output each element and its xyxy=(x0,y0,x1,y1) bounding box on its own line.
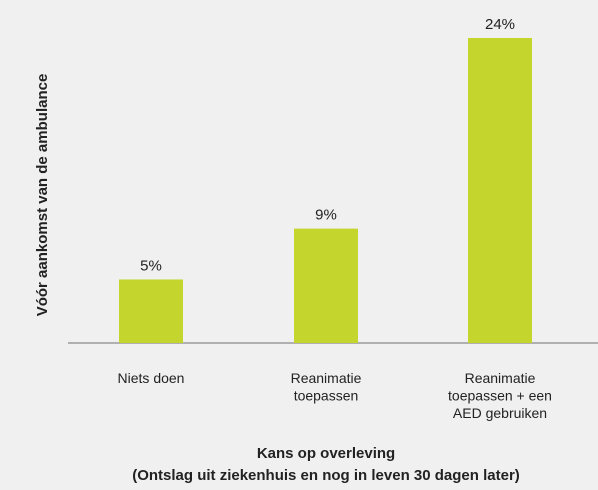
value-label: 5% xyxy=(140,257,162,274)
x-tick-label: AED gebruiken xyxy=(453,405,547,421)
x-tick-label: toepassen xyxy=(294,388,359,404)
bar xyxy=(294,228,358,343)
bar xyxy=(119,279,183,343)
bar xyxy=(468,38,532,343)
value-label: 9% xyxy=(315,207,337,224)
x-tick-label: Niets doen xyxy=(118,370,185,386)
y-axis-label: Vóór aankomst van de ambulance xyxy=(34,74,51,317)
x-axis-label: (Ontslag uit ziekenhuis en nog in leven … xyxy=(132,467,520,484)
x-tick-label: Reanimatie xyxy=(465,370,536,386)
value-label: 24% xyxy=(485,16,515,33)
x-tick-label: Reanimatie xyxy=(291,370,362,386)
x-axis-label: Kans op overleving xyxy=(257,445,395,462)
x-tick-label: toepassen + een xyxy=(448,388,552,404)
